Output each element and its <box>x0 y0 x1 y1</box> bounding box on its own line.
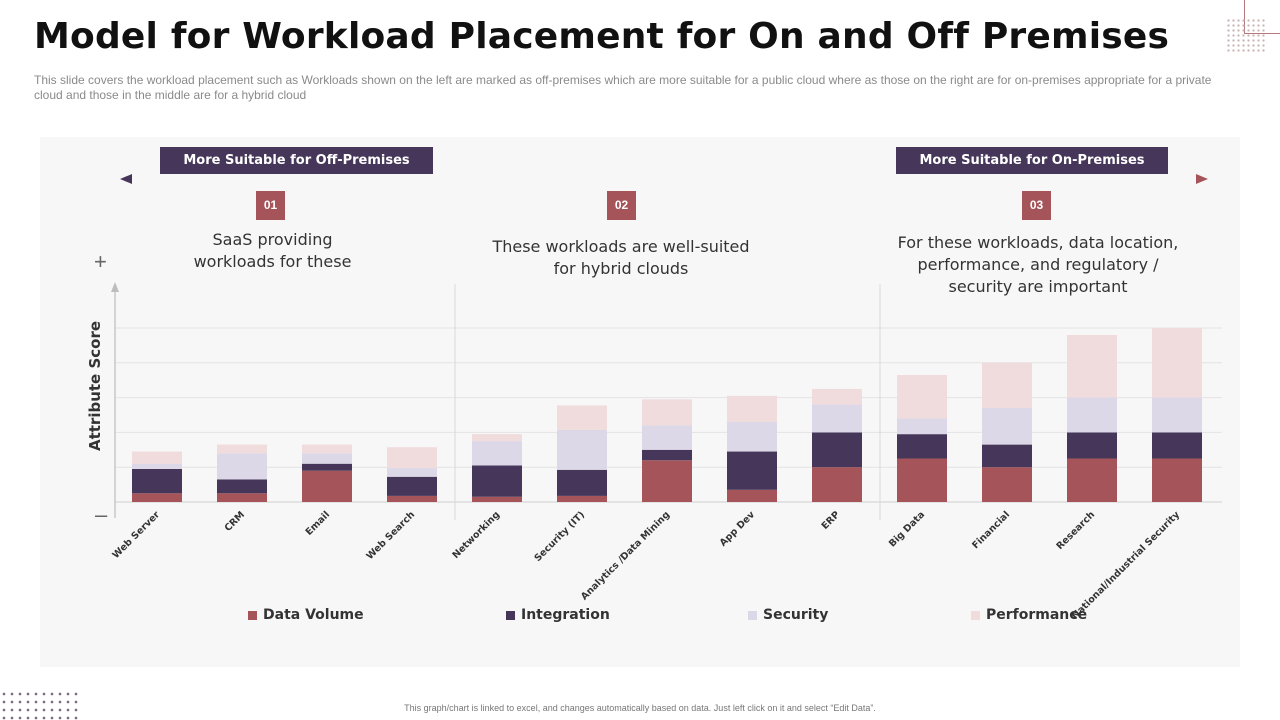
bar-performance <box>387 447 437 469</box>
x-tick-label: Email <box>304 509 333 538</box>
bar-integration <box>812 432 862 468</box>
bar-security <box>642 425 692 450</box>
bar-integration <box>982 444 1032 468</box>
section-number-03: 03 <box>1022 191 1051 220</box>
page-subtitle: This slide covers the workload placement… <box>34 73 1212 102</box>
bar-integration <box>302 463 352 471</box>
bar-security <box>132 463 182 469</box>
bar-performance <box>472 434 522 442</box>
bar-security <box>1067 397 1117 433</box>
on-premises-banner: More Suitable for On-Premises <box>896 147 1168 174</box>
bar-performance <box>1152 328 1202 398</box>
axis-minus-icon: – <box>95 502 108 527</box>
legend-item-integration[interactable]: Integration <box>506 607 610 623</box>
x-tick-label: App Dev <box>718 509 758 549</box>
bar-data-volume <box>642 460 692 502</box>
bar-security <box>1152 397 1202 433</box>
bar-security <box>727 421 777 452</box>
section-text-03: For these workloads, data location, perf… <box>897 233 1179 296</box>
bar-data-volume <box>302 470 352 502</box>
x-tick-label: ERP <box>820 509 842 531</box>
bar-integration <box>217 479 267 494</box>
bar-integration <box>132 468 182 494</box>
bar-performance <box>132 451 182 464</box>
bar-security <box>812 404 862 433</box>
bar-performance <box>812 388 862 405</box>
footer-note: This graph/chart is linked to excel, and… <box>404 703 876 713</box>
bar-performance <box>217 444 267 454</box>
legend-swatch-data-volume <box>248 610 257 620</box>
legend-item-performance[interactable]: Performance <box>971 607 1087 623</box>
bar-performance <box>897 374 947 419</box>
x-tick-label: Big Data <box>887 509 927 549</box>
bar-integration <box>1067 432 1117 459</box>
section-number-02: 02 <box>607 191 636 220</box>
section-text-01: SaaS providing workloads for these <box>193 230 352 271</box>
bar-integration <box>472 465 522 497</box>
bar-security <box>387 468 437 477</box>
bar-security <box>982 408 1032 445</box>
legend-label-integration: Integration <box>521 607 610 623</box>
section-number-01: 01 <box>256 191 285 220</box>
arrow-head-right <box>1196 174 1208 184</box>
x-tick-label: Financial <box>970 509 1012 551</box>
bar-data-volume <box>472 496 522 502</box>
x-tick-label: Web Search <box>364 509 417 562</box>
page-title: Model for Workload Placement for On and … <box>34 16 1170 57</box>
bar-performance <box>302 444 352 454</box>
y-axis-title: Attribute Score <box>86 321 104 451</box>
bar-security <box>897 418 947 435</box>
bar-data-volume <box>982 467 1032 502</box>
bar-data-volume <box>812 467 862 502</box>
legend-item-security[interactable]: Security <box>748 607 828 623</box>
bar-security <box>557 429 607 470</box>
bar-data-volume <box>557 495 607 502</box>
bar-data-volume <box>1152 458 1202 502</box>
x-tick-label: Research <box>1054 509 1097 552</box>
bar-performance <box>982 362 1032 409</box>
bar-integration <box>642 449 692 461</box>
bar-security <box>302 453 352 464</box>
bar-performance <box>642 399 692 426</box>
x-tick-label: Web Server <box>111 509 163 561</box>
x-tick-label: Analytics /Data Mining <box>579 509 672 602</box>
bar-security <box>217 453 267 480</box>
bar-performance <box>727 395 777 422</box>
corner-dots-decoration <box>1226 18 1266 52</box>
bar-data-volume <box>387 495 437 502</box>
bar-performance <box>1067 334 1117 398</box>
bar-data-volume <box>727 489 777 502</box>
bar-integration <box>387 476 437 496</box>
bar-integration <box>727 451 777 490</box>
bar-data-volume <box>897 458 947 502</box>
legend-swatch-security <box>748 610 757 620</box>
bar-integration <box>897 434 947 459</box>
bottom-left-dots-decoration <box>0 690 80 720</box>
bar-security <box>472 441 522 466</box>
legend-swatch-integration <box>506 610 515 620</box>
off-premises-banner: More Suitable for Off-Premises <box>160 147 433 174</box>
section-text-02: These workloads are well-suited for hybr… <box>492 237 750 278</box>
bar-performance <box>557 405 607 430</box>
bar-data-volume <box>217 493 267 502</box>
axis-plus-icon: + <box>94 249 107 274</box>
legend-label-data-volume: Data Volume <box>263 607 364 623</box>
bar-data-volume <box>1067 458 1117 502</box>
y-axis-arrow <box>111 282 119 292</box>
x-tick-label: Security (IT) <box>532 509 587 564</box>
legend-swatch-performance <box>971 610 980 620</box>
legend-item-data-volume[interactable]: Data Volume <box>248 607 364 623</box>
legend-label-performance: Performance <box>986 607 1088 623</box>
arrow-head-left <box>120 174 132 184</box>
bar-integration <box>1152 432 1202 459</box>
bar-integration <box>557 469 607 496</box>
bar-data-volume <box>132 493 182 502</box>
chart-panel <box>40 137 1240 667</box>
x-tick-label: CRM <box>223 509 248 534</box>
legend-label-security: Security <box>763 607 829 623</box>
x-tick-label: Networking <box>450 509 502 561</box>
